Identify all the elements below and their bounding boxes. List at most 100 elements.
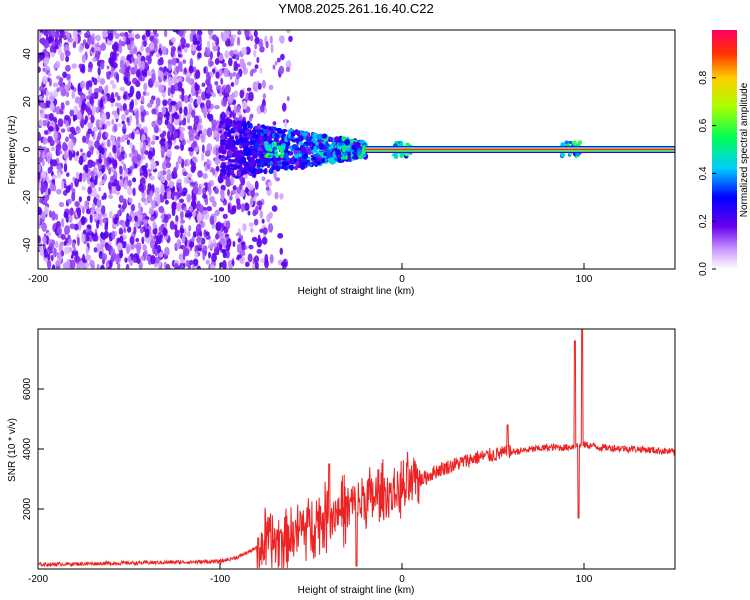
heatmap-cell — [213, 130, 219, 137]
heatmap-cell — [236, 106, 241, 113]
heatmap-cell — [102, 217, 108, 224]
heatmap-cell — [170, 84, 176, 95]
heatmap-cell — [227, 141, 234, 148]
heatmap-cell — [295, 160, 300, 166]
heatmap-cell — [206, 158, 210, 166]
heatmap-cell — [89, 170, 95, 177]
heatmap-cell — [149, 41, 155, 51]
heatmap-cell — [203, 182, 208, 187]
heatmap-cell — [240, 156, 247, 164]
heatmap-cell — [48, 77, 52, 87]
heatmap-cell — [261, 79, 266, 89]
heatmap-cell — [188, 129, 194, 138]
heatmap-cell — [80, 118, 85, 129]
heatmap-cell — [95, 106, 100, 114]
heatmap-cell — [189, 78, 194, 86]
heatmap-cell — [281, 133, 285, 141]
heatmap-cell — [206, 112, 211, 120]
heatmap-cell — [127, 44, 131, 50]
heatmap-cell — [182, 59, 187, 64]
heatmap-cell — [141, 95, 145, 104]
heatmap-cell — [240, 241, 246, 246]
heatmap-cell — [93, 179, 98, 186]
heatmap-cell — [155, 237, 162, 245]
heatmap-cell — [84, 164, 89, 174]
heatmap-cell — [180, 127, 186, 132]
heatmap-cell — [72, 115, 76, 122]
heatmap-cell — [119, 59, 125, 70]
heatmap-cell — [118, 68, 125, 74]
heatmap-cell — [261, 218, 265, 224]
heatmap-cell — [101, 179, 106, 185]
heatmap-cell — [85, 105, 90, 113]
heatmap-cell — [192, 36, 198, 45]
heatmap-cell — [51, 264, 56, 269]
heatmap-cell — [78, 155, 84, 166]
heatmap-cell — [188, 65, 194, 74]
heatmap-cell — [54, 30, 60, 40]
heatmap-cell — [179, 131, 185, 142]
heatmap-cell — [178, 30, 184, 37]
heatmap-cell — [232, 72, 237, 77]
heatmap-cell — [268, 211, 273, 219]
heatmap-cell — [99, 78, 106, 85]
heatmap-cell — [184, 213, 191, 218]
heatmap-cell — [114, 92, 119, 98]
heatmap-cell — [338, 135, 342, 143]
heatmap-cell — [353, 156, 359, 160]
heatmap-cell — [43, 248, 48, 259]
heatmap-cell — [50, 52, 56, 58]
heatmap-cell — [254, 142, 259, 150]
heatmap-cell — [193, 185, 199, 195]
heatmap-cell — [258, 150, 265, 154]
heatmap-cell — [149, 35, 155, 42]
heatmap-cell — [264, 167, 268, 174]
heatmap-cell — [158, 226, 164, 233]
heatmap-cell — [166, 169, 171, 175]
heatmap-cell — [68, 151, 73, 159]
heatmap-cell — [178, 76, 183, 83]
heatmap-cell — [71, 63, 78, 69]
heatmap-cell — [274, 191, 279, 200]
heatmap-cell — [254, 43, 258, 50]
heatmap-cell — [272, 121, 277, 126]
heatmap-cell — [145, 30, 151, 37]
heatmap-cell — [47, 72, 52, 77]
snr-x-ticks: -200 -100 0 100 — [28, 563, 593, 585]
heatmap-cell — [86, 208, 91, 215]
heatmap-cell — [351, 145, 357, 151]
heatmap-cell — [201, 153, 205, 162]
heatmap-cell — [54, 213, 59, 221]
heatmap-cell — [234, 175, 240, 179]
colorbar-label: Normalized spectral amplitude — [739, 82, 750, 217]
heatmap-cell — [311, 149, 316, 154]
heatmap-cell — [87, 128, 93, 135]
heatmap-cell — [81, 54, 86, 64]
heatmap-cell — [196, 265, 201, 269]
heatmap-cell — [126, 139, 130, 145]
heatmap-cell — [215, 233, 219, 240]
heatmap-cell — [57, 118, 64, 128]
heatmap-cell — [164, 30, 168, 38]
heatmap-cell — [125, 39, 131, 45]
heatmap-cell — [149, 190, 154, 197]
heatmap-cell — [41, 222, 47, 233]
heatmap-cell — [60, 102, 65, 111]
heatmap-cell — [53, 247, 57, 258]
heatmap-cell — [272, 165, 277, 170]
heatmap-cell — [275, 165, 281, 172]
heatmap-cell — [47, 246, 52, 251]
heatmap-cell — [249, 197, 254, 207]
heatmap-cell — [133, 222, 140, 228]
heatmap-cell — [141, 186, 145, 194]
heatmap-cell — [255, 158, 259, 164]
heatmap-cell — [256, 56, 260, 64]
heatmap-cell — [269, 160, 274, 166]
heatmap-cell — [126, 245, 130, 255]
heatmap-cell — [167, 76, 173, 87]
heatmap-cell — [225, 220, 231, 230]
heatmap-cell — [162, 99, 168, 107]
snr-x-tick-label: -200 — [28, 574, 48, 585]
heatmap-cell — [58, 85, 64, 92]
heatmap-cell — [69, 126, 76, 133]
